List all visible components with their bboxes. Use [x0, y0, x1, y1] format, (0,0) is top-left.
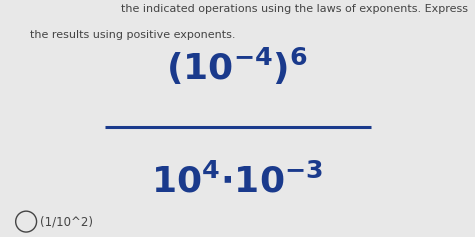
Text: the results using positive exponents.: the results using positive exponents.	[30, 30, 236, 40]
Text: (1/10^2): (1/10^2)	[40, 215, 94, 228]
Text: $\mathbf{10^4{\cdot}10^{-3}}$: $\mathbf{10^4{\cdot}10^{-3}}$	[152, 163, 323, 199]
Text: $\mathbf{(10^{-4})^6}$: $\mathbf{(10^{-4})^6}$	[166, 46, 309, 87]
Text: the indicated operations using the laws of exponents. Express: the indicated operations using the laws …	[121, 4, 468, 14]
